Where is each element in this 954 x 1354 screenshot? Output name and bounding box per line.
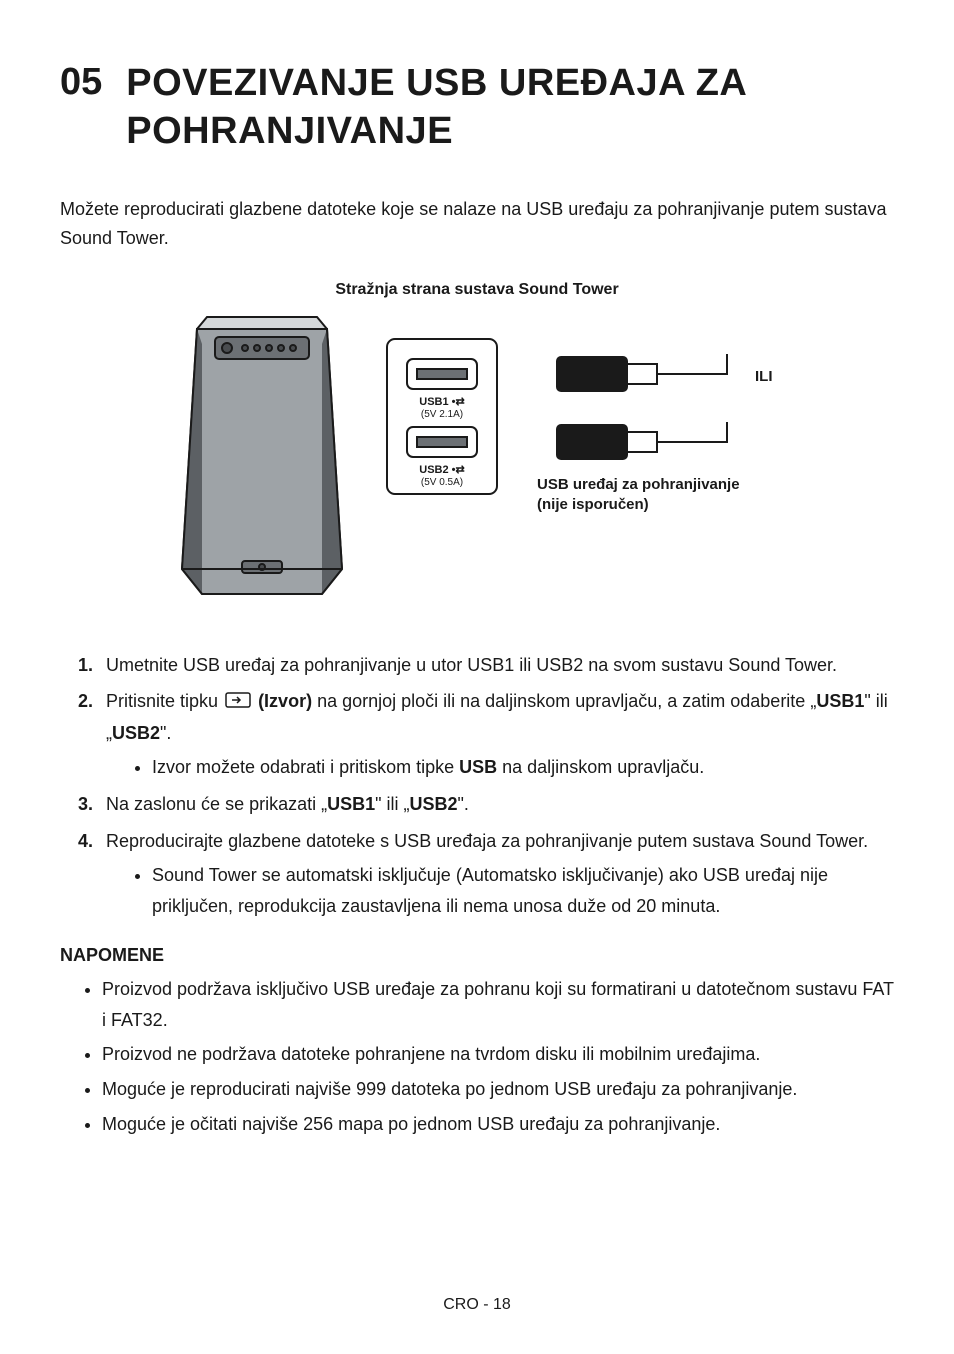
svg-text:ILI: ILI xyxy=(755,368,773,385)
svg-text:(nije isporučen): (nije isporučen) xyxy=(537,496,649,513)
diagram-caption: Stražnja strana sustava Sound Tower xyxy=(60,281,894,299)
heading: 05 POVEZIVANJE USB UREĐAJA ZA POHRANJIVA… xyxy=(60,60,894,155)
usb1-label: USB1 xyxy=(816,691,864,711)
step-2-text-a: Pritisnite tipku xyxy=(106,691,223,711)
step-2: Pritisnite tipku (Izvor) na gornjoj ploč… xyxy=(78,686,894,783)
source-icon xyxy=(225,687,251,718)
note-2: Proizvod ne podržava datoteke pohranjene… xyxy=(102,1039,894,1070)
note-1: Proizvod podržava isključivo USB uređaje… xyxy=(102,974,894,1035)
step-2-text-d: ". xyxy=(160,723,171,743)
notes-title: NAPOMENE xyxy=(60,945,894,966)
page-footer: CRO - 18 xyxy=(0,1296,954,1314)
step-2-text-b: na gornjoj ploči ili na daljinskom uprav… xyxy=(312,691,816,711)
chapter-title: POVEZIVANJE USB UREĐAJA ZA POHRANJIVANJE xyxy=(126,60,894,155)
usb2-label: USB2 xyxy=(112,723,160,743)
step-4-sublist: Sound Tower se automatski isključuje (Au… xyxy=(152,860,894,921)
step-3: Na zaslonu će se prikazati „USB1" ili „U… xyxy=(78,789,894,820)
notes-list: Proizvod podržava isključivo USB uređaje… xyxy=(102,974,894,1139)
source-label: (Izvor) xyxy=(258,691,312,711)
svg-text:USB1 •⇄: USB1 •⇄ xyxy=(419,396,464,408)
step-1: Umetnite USB uređaj za pohranjivanje u u… xyxy=(78,650,894,681)
svg-text:USB uređaj za pohranjivanje: USB uređaj za pohranjivanje xyxy=(537,476,740,493)
svg-text:USB2 •⇄: USB2 •⇄ xyxy=(419,464,464,476)
svg-text:(5V 0.5A): (5V 0.5A) xyxy=(421,477,463,488)
note-4: Moguće je očitati najviše 256 mapa po je… xyxy=(102,1109,894,1140)
diagram: USB1 •⇄ (5V 2.1A) USB2 •⇄ (5V 0.5A) ILI xyxy=(167,309,787,614)
step-4: Reproducirajte glazbene datoteke s USB u… xyxy=(78,826,894,922)
step-2-sublist: Izvor možete odabrati i pritiskom tipke … xyxy=(152,752,894,783)
step-4-text: Reproducirajte glazbene datoteke s USB u… xyxy=(106,831,868,851)
step-4-sub-1: Sound Tower se automatski isključuje (Au… xyxy=(152,860,894,921)
step-1-text: Umetnite USB uređaj za pohranjivanje u u… xyxy=(106,655,837,675)
intro-text: Možete reproducirati glazbene datoteke k… xyxy=(60,195,894,253)
step-2-sub-1: Izvor možete odabrati i pritiskom tipke … xyxy=(152,752,894,783)
svg-text:(5V 2.1A): (5V 2.1A) xyxy=(421,409,463,420)
diagram-section: Stražnja strana sustava Sound Tower xyxy=(60,281,894,614)
steps-list: Umetnite USB uređaj za pohranjivanje u u… xyxy=(78,650,894,922)
note-3: Moguće je reproducirati najviše 999 dato… xyxy=(102,1074,894,1105)
chapter-number: 05 xyxy=(60,60,102,106)
usb-label: USB xyxy=(459,757,497,777)
